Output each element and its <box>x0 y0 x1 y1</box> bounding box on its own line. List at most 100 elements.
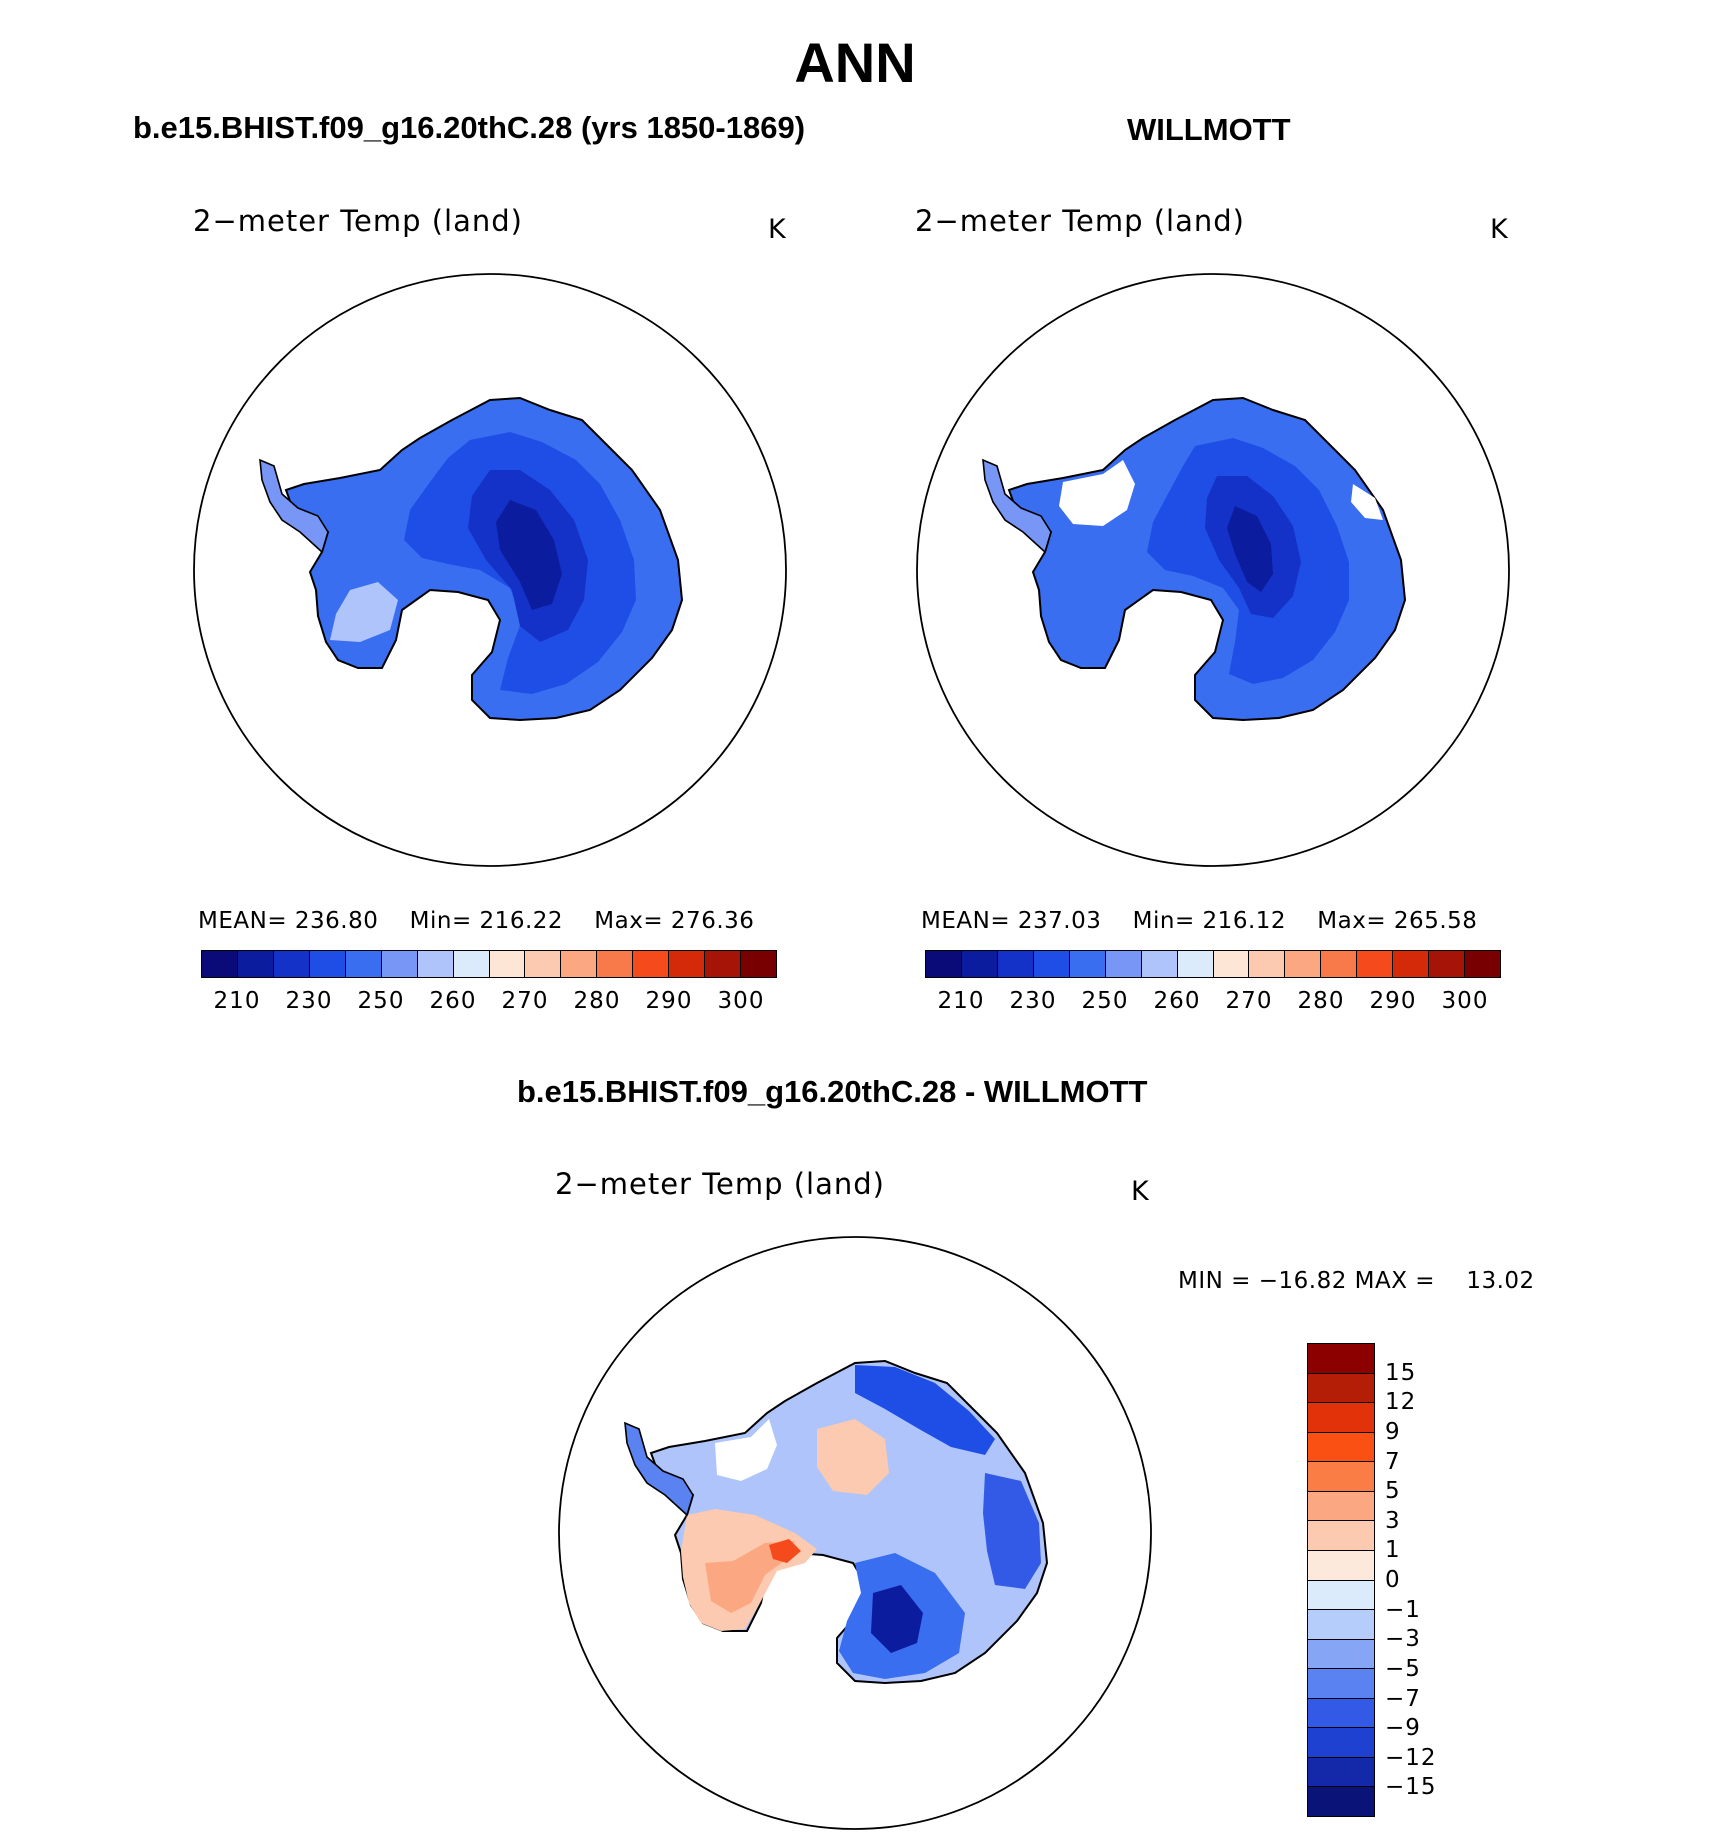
obs-mean-value: 237.03 <box>1017 908 1102 934</box>
model-colorbar <box>201 950 777 978</box>
model-colorbar-cell <box>381 951 418 977</box>
obs-polar-map <box>913 270 1513 870</box>
diff-colorbar-tick-label: −9 <box>1385 1715 1421 1742</box>
obs-colorbar-cell <box>1249 951 1286 977</box>
model-map-svg <box>193 273 787 867</box>
model-colorbar-tick-label: 280 <box>573 988 621 1014</box>
diff-colorbar-tick-label: 15 <box>1385 1359 1417 1386</box>
diff-colorbar-cell <box>1308 1462 1374 1492</box>
obs-colorbar-cell <box>926 951 962 977</box>
model-colorbar-tick-label: 270 <box>501 988 549 1014</box>
model-ross-region <box>330 582 398 642</box>
obs-colorbar-tick-label: 280 <box>1297 988 1345 1014</box>
diff-colorbar-tick-label: 1 <box>1385 1537 1401 1564</box>
diff-colorbar-tick-label: 12 <box>1385 1389 1417 1416</box>
diff-colorbar-ticks: 15 12 9 7 5 3 1 0 −1 −3 −5 −7 −9 −12 −15 <box>1385 1343 1475 1817</box>
obs-colorbar-cell <box>1105 951 1142 977</box>
obs-colorbar-tick-label: 300 <box>1441 988 1489 1014</box>
diff-missing-region <box>715 1419 777 1481</box>
diff-colorbar-cell <box>1308 1669 1374 1699</box>
obs-ice-shelf-gap <box>1059 460 1135 526</box>
obs-stats: MEAN= 237.03 Min= 216.12 Max= 265.58 <box>921 908 1477 934</box>
model-polar-map <box>190 270 790 870</box>
model-colorbar-tick-label: 260 <box>429 988 477 1014</box>
obs-colorbar-cell <box>1393 951 1430 977</box>
diff-map-svg <box>558 1236 1152 1830</box>
diff-colorbar-tick-label: −7 <box>1385 1685 1421 1712</box>
diff-polar-map <box>555 1233 1155 1833</box>
diff-colorbar-tick-label: −1 <box>1385 1596 1421 1623</box>
diff-west-warm-core <box>705 1541 795 1613</box>
obs-east-gap <box>1351 484 1383 520</box>
model-max-value: 276.36 <box>670 908 755 934</box>
obs-antarctica-core <box>1227 506 1273 592</box>
diff-east-cold <box>855 1365 995 1455</box>
model-colorbar-cell <box>453 951 490 977</box>
diff-colorbar-cell <box>1308 1491 1374 1522</box>
obs-units-label: K <box>1490 214 1509 245</box>
model-max-label: Max= <box>594 908 664 934</box>
model-colorbar-cell <box>237 951 274 977</box>
obs-mean-label: MEAN= <box>921 908 1011 934</box>
obs-colorbar-tick-label: 250 <box>1081 988 1129 1014</box>
diff-colorbar-tick-label: 0 <box>1385 1567 1401 1593</box>
model-colorbar-cell <box>705 951 742 977</box>
diff-colorbar-cell <box>1308 1550 1374 1581</box>
diff-south-cold-core <box>871 1585 923 1653</box>
diff-minmax-text: MIN = −16.82 MAX = <box>1178 1268 1436 1294</box>
diff-colorbar-cell <box>1308 1728 1374 1758</box>
diff-colorbar-cell <box>1308 1373 1374 1404</box>
obs-colorbar-cell <box>1213 951 1250 977</box>
obs-colorbar-ticks: 210 230 250 260 270 280 290 300 <box>925 988 1501 1018</box>
model-colorbar-cell <box>741 951 776 977</box>
model-colorbar-cell <box>345 951 382 977</box>
model-colorbar-ticks: 210 230 250 260 270 280 290 300 <box>201 988 777 1018</box>
model-colorbar-cell <box>309 951 346 977</box>
obs-colorbar-tick-label: 270 <box>1225 988 1273 1014</box>
diff-colorbar-tick-label: −3 <box>1385 1626 1421 1653</box>
obs-field-label: 2−meter Temp (land) <box>915 204 1245 238</box>
model-stats: MEAN= 236.80 Min= 216.22 Max= 276.36 <box>198 908 754 934</box>
diff-panel-title: b.e15.BHIST.f09_g16.20thC.28 - WILLMOTT <box>517 1074 1148 1109</box>
diff-colorbar-tick-label: 5 <box>1385 1478 1401 1505</box>
model-antarctica-core <box>496 500 562 610</box>
diff-colorbar-tick-label: −12 <box>1385 1744 1437 1771</box>
diff-colorbar-cell <box>1308 1432 1374 1463</box>
obs-colorbar-cell <box>1069 951 1106 977</box>
obs-colorbar-cell <box>1465 951 1500 977</box>
diff-colorbar-cell <box>1308 1698 1374 1729</box>
obs-colorbar-cell <box>1321 951 1358 977</box>
model-min-value: 216.22 <box>479 908 564 934</box>
obs-colorbar-tick-label: 260 <box>1153 988 1201 1014</box>
diff-colorbar-cell <box>1308 1344 1374 1374</box>
model-peninsula <box>259 458 329 554</box>
model-panel-title: b.e15.BHIST.f09_g16.20thC.28 (yrs 1850-1… <box>133 110 806 145</box>
diff-colorbar-cell <box>1308 1521 1374 1551</box>
diff-colorbar <box>1307 1343 1375 1817</box>
obs-colorbar-cell <box>1141 951 1178 977</box>
model-colorbar-cell <box>202 951 238 977</box>
model-mean-value: 236.80 <box>294 908 379 934</box>
model-units-label: K <box>768 214 787 245</box>
diff-colorbar-cell <box>1308 1610 1374 1640</box>
obs-colorbar-cell <box>1033 951 1070 977</box>
model-colorbar-cell <box>417 951 454 977</box>
model-colorbar-tick-label: 300 <box>717 988 765 1014</box>
model-colorbar-cell <box>561 951 598 977</box>
obs-min-value: 216.12 <box>1202 908 1287 934</box>
obs-colorbar-cell <box>1357 951 1394 977</box>
model-field-label: 2−meter Temp (land) <box>193 204 523 238</box>
model-colorbar-cell <box>273 951 310 977</box>
diff-east-coast-cold <box>983 1473 1041 1589</box>
diff-colorbar-cell <box>1308 1787 1374 1816</box>
model-colorbar-tick-label: 290 <box>645 988 693 1014</box>
diff-colorbar-cell <box>1308 1403 1374 1433</box>
diff-colorbar-tick-label: 3 <box>1385 1507 1401 1534</box>
model-colorbar-tick-label: 210 <box>213 988 261 1014</box>
diff-peninsula <box>624 1421 694 1517</box>
diff-colorbar-cell <box>1308 1757 1374 1788</box>
obs-colorbar <box>925 950 1501 978</box>
obs-colorbar-tick-label: 290 <box>1369 988 1417 1014</box>
obs-panel-title: WILLMOTT <box>1127 112 1291 147</box>
model-colorbar-cell <box>597 951 634 977</box>
